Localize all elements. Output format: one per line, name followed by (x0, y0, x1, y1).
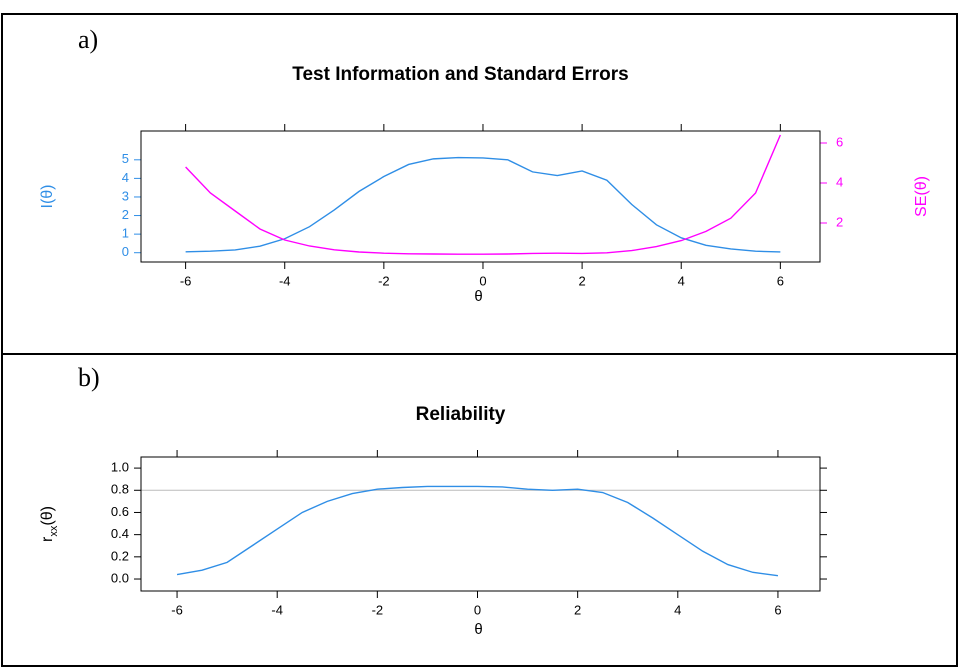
y-tick-label: 1.0 (111, 460, 129, 475)
x-tick-label: -4 (271, 602, 283, 617)
x-axis-label: θ (474, 621, 482, 638)
series-line (185, 156, 781, 253)
y2-tick-label: 2 (836, 214, 843, 229)
y2-axis-label: SE(θ) (913, 176, 930, 217)
y-tick-label: 0 (122, 244, 129, 259)
y-axis-label: rxx(θ) (39, 506, 60, 542)
x-tick-label: -6 (180, 273, 192, 288)
x-tick-label: 6 (774, 602, 781, 617)
y-axis-label-part: (θ) (39, 506, 56, 526)
y-tick-label: 0.6 (111, 504, 129, 519)
x-tick-label: 4 (674, 602, 681, 617)
y-axis-label-part: r (39, 536, 56, 542)
x-tick-label: 4 (678, 273, 685, 288)
x-tick-label: 2 (574, 602, 581, 617)
x-tick-label: 6 (777, 273, 784, 288)
x-tick-label: -4 (279, 273, 291, 288)
x-axis-label: θ (474, 288, 482, 305)
series-line (176, 485, 779, 577)
plot-frame (140, 456, 821, 592)
y-axis-label-part: xx (48, 525, 60, 537)
x-tick-label: 0 (474, 602, 481, 617)
y2-tick-label: 6 (836, 134, 843, 149)
x-tick-label: -2 (378, 273, 390, 288)
chart-title: Reliability (416, 404, 506, 425)
series-line (185, 134, 781, 255)
x-tick-label: -6 (171, 602, 183, 617)
y2-tick-label: 4 (836, 174, 843, 189)
plot-frame (140, 130, 821, 263)
x-tick-label: 0 (479, 273, 486, 288)
y-tick-label: 3 (122, 188, 129, 203)
x-tick-label: 2 (578, 273, 585, 288)
y-tick-label: 1 (122, 226, 129, 241)
chart-title: Test Information and Standard Errors (292, 64, 628, 85)
panel-label: b) (78, 363, 100, 392)
y-tick-label: 5 (122, 151, 129, 166)
y-tick-label: 0.2 (111, 548, 129, 563)
y-tick-label: 2 (122, 207, 129, 222)
outer-border (1, 13, 958, 667)
panel-label: a) (78, 25, 98, 54)
y-axis-label: I(θ) (39, 185, 56, 209)
y-tick-label: 4 (122, 170, 129, 185)
y-tick-label: 0.0 (111, 570, 129, 585)
y-axis-label-part: I(θ) (39, 185, 56, 209)
y-tick-label: 0.8 (111, 482, 129, 497)
x-tick-label: -2 (372, 602, 384, 617)
y-tick-label: 0.4 (111, 526, 129, 541)
